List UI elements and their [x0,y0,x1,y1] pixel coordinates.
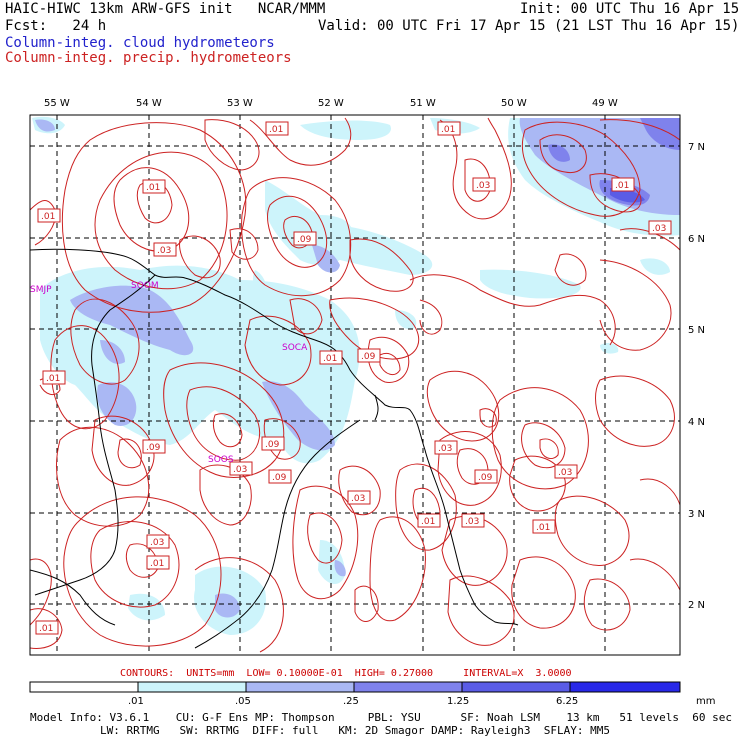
contour-label: .03 [157,246,171,256]
contour-label: .01 [269,125,283,135]
contour-label: .03 [233,465,247,475]
field-precip-label: Column-integ. precip. hydrometeors [5,50,292,66]
lon-label: 55 W [44,98,70,109]
contour-label: .09 [265,440,280,450]
contour-label: .01 [421,517,435,527]
lon-label: 50 W [501,98,527,109]
contour-label: .03 [351,494,365,504]
cloud-shading [32,116,680,635]
contour-label: .09 [272,473,287,483]
contour-label: .01 [39,624,53,634]
contour-label: .03 [476,181,490,191]
lon-label: 54 W [136,98,162,109]
lat-label: 7 N [688,142,705,153]
model-info-line1: Model Info: V3.6.1 CU: G-F Ens MP: Thomp… [30,711,732,724]
lat-label: 4 N [688,417,705,428]
colorbar-tick: .25 [343,696,359,707]
contour-label: .03 [652,224,666,234]
field-cloud-label: Column-integ. cloud hydrometeors [5,35,275,51]
longitude-labels: 55 W 54 W 53 W 52 W 51 W 50 W 49 W [44,98,618,109]
lon-label: 53 W [227,98,253,109]
contour-info: CONTOURS: UNITS=mm LOW= 0.10000E-01 HIGH… [120,668,572,679]
contour-label: .01 [46,374,60,384]
precip-contours [30,117,680,653]
contour-label: .09 [478,473,493,483]
colorbar-tick: 6.25 [556,696,578,707]
contour-label: .01 [615,181,629,191]
station-label-soos: SOOS [208,455,234,465]
station-label-smjp: SMJP [30,285,52,295]
contour-label: .09 [146,443,161,453]
contour-labels: .01 .01 .01 .03 .01 .01 .03 .03 .09 .01 … [35,121,672,635]
station-labels: SMJP SOCA SOOM SOOS [30,281,308,465]
map-title: HAIC-HIWC 13km ARW-GFS init NCAR/MMM [5,1,326,17]
colorbar-tick: .01 [128,696,144,707]
colorbar-unit: mm [696,696,715,707]
contour-label: .01 [323,354,337,364]
color-bar-ticks: .01 .05 .25 1.25 6.25 mm [128,696,715,707]
lat-label: 5 N [688,325,705,336]
contour-label: .09 [361,352,376,362]
contour-label: .01 [41,212,55,222]
map-frame [29,114,681,656]
contour-label: .01 [441,125,455,135]
contour-label: .01 [146,183,160,193]
contour-label: .03 [558,468,572,478]
contour-label: .01 [536,523,550,533]
lat-label: 3 N [688,509,705,520]
contour-label: .03 [150,538,164,548]
valid-time: Valid: 00 UTC Fri 17 Apr 15 (21 LST Thu … [318,18,740,34]
color-bar [29,681,681,693]
lon-label: 52 W [318,98,344,109]
forecast-hour: Fcst: 24 h [5,18,107,34]
contour-label: .03 [438,444,452,454]
lon-label: 49 W [592,98,618,109]
init-time: Init: 00 UTC Thu 16 Apr 15 [520,1,740,17]
contour-label: .01 [150,559,164,569]
colorbar-tick: 1.25 [447,696,469,707]
lat-label: 2 N [688,600,705,611]
contour-label: .09 [297,235,312,245]
station-label-soca: SOCA [282,343,308,353]
lon-label: 51 W [410,98,436,109]
model-info-line2: LW: RRTMG SW: RRTMG DIFF: full KM: 2D Sm… [100,724,610,737]
latitude-labels: 7 N 6 N 5 N 4 N 3 N 2 N [688,142,705,611]
colorbar-tick: .05 [235,696,251,707]
station-label-soom: SOOM [131,281,159,291]
country-borders [30,248,519,649]
lat-label: 6 N [688,234,705,245]
contour-label: .03 [465,517,479,527]
